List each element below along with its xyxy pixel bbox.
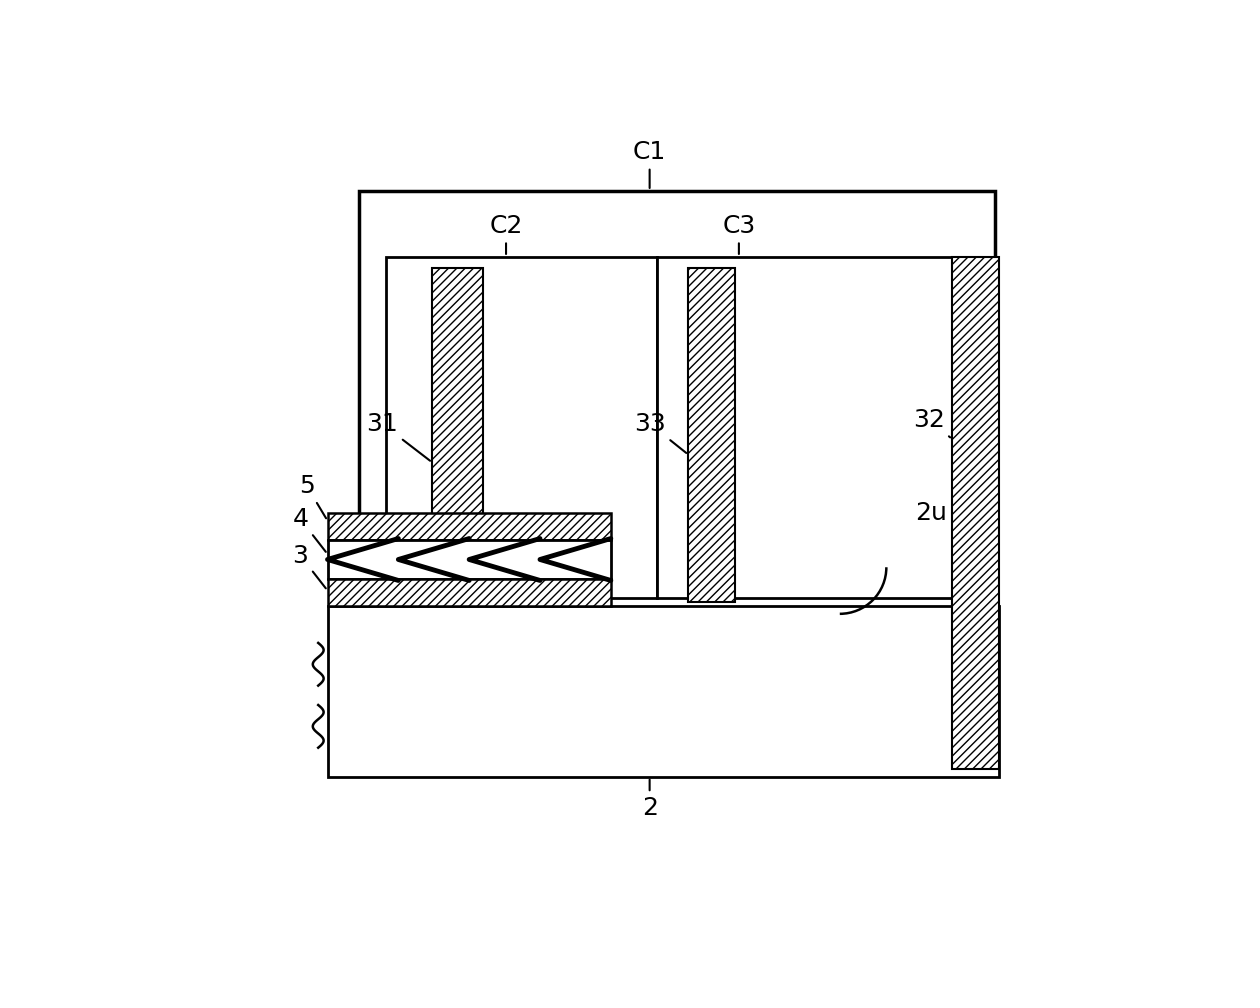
Text: 32: 32: [914, 408, 950, 437]
Bar: [328, 606, 999, 777]
Bar: [953, 257, 999, 769]
Bar: [328, 513, 611, 540]
Bar: [432, 268, 483, 559]
Text: C3: C3: [722, 214, 756, 254]
Text: 2u: 2u: [916, 501, 953, 528]
Text: C2: C2: [489, 214, 523, 254]
Bar: [386, 257, 658, 599]
Text: 2: 2: [641, 779, 658, 820]
Text: 31: 31: [365, 411, 430, 461]
Bar: [359, 191, 995, 727]
Text: 3: 3: [292, 543, 326, 589]
Bar: [688, 268, 735, 602]
Text: 33: 33: [634, 411, 687, 453]
Bar: [328, 579, 611, 606]
Text: 4: 4: [292, 507, 326, 551]
Text: C1: C1: [633, 140, 667, 188]
Bar: [328, 540, 611, 579]
Text: 5: 5: [299, 474, 326, 518]
Bar: [658, 257, 995, 599]
